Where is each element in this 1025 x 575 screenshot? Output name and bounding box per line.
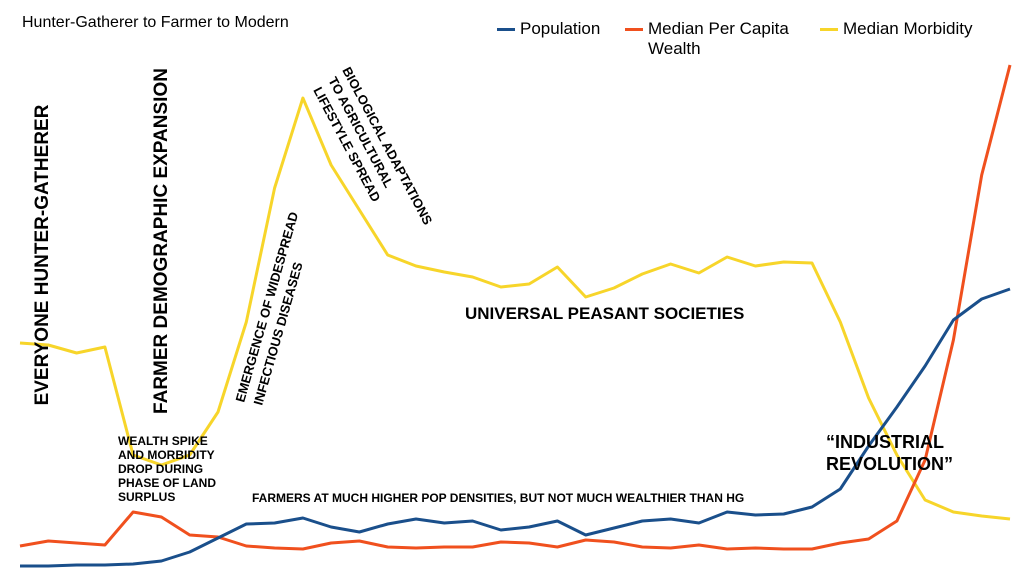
legend-label: Population [520, 19, 601, 38]
chart-title: Hunter-Gatherer to Farmer to Modern [22, 14, 289, 31]
annotation: FARMER DEMOGRAPHIC EXPANSION [151, 68, 172, 414]
annotation: PHASE OF LAND [118, 476, 216, 490]
legend-item: Population [497, 19, 617, 39]
series-line [20, 287, 1011, 568]
annotation: AND MORBIDITY [118, 448, 215, 462]
annotation: WEALTH SPIKE [118, 434, 208, 448]
annotation: “INDUSTRIAL [826, 432, 944, 452]
legend-item: Median Morbidity [820, 19, 1010, 39]
legend-swatch [820, 28, 838, 31]
annotation: UNIVERSAL PEASANT SOCIETIES [465, 304, 744, 323]
legend-item: Median Per Capita Wealth [625, 19, 795, 59]
legend-swatch [497, 28, 515, 31]
series-line [19, 96, 1011, 521]
annotation: EVERYONE HUNTER-GATHERER [32, 104, 53, 405]
series-line [19, 64, 1012, 551]
annotation: FARMERS AT MUCH HIGHER POP DENSITIES, BU… [252, 491, 744, 505]
annotation: DROP DURING [118, 462, 203, 476]
annotation: REVOLUTION” [826, 454, 953, 474]
legend-label: Median Per Capita Wealth [648, 19, 789, 58]
legend-label: Median Morbidity [843, 19, 973, 38]
legend-swatch [625, 28, 643, 31]
annotation: SURPLUS [118, 490, 175, 504]
